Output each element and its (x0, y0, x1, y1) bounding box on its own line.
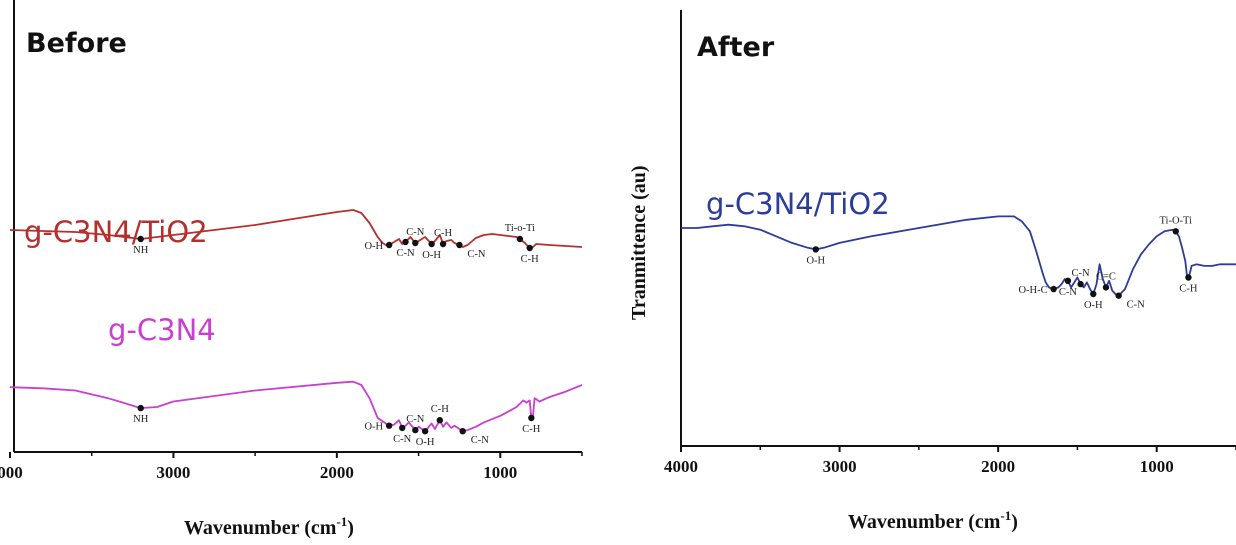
peak-marker (412, 239, 419, 247)
peak-label: O-H (806, 255, 825, 266)
peak-label: NH (133, 414, 149, 425)
panel-title: Before (26, 28, 127, 59)
peak-marker (1102, 284, 1110, 291)
peak-marker (412, 426, 419, 434)
y-axis-label: Tranmittence (au) (628, 165, 650, 320)
x-tick-label: 3000 (823, 457, 857, 476)
x-ticks: 4000 3000 2000 1000 (664, 446, 1236, 476)
x-tick-label: 000 (0, 463, 23, 482)
peak-annotations: O-H O-H-C C-N C-N O-H C=C C-N Ti-O-Ti C-H (806, 215, 1197, 311)
peak-marker (385, 241, 393, 249)
peak-marker (516, 235, 524, 243)
peak-marker (385, 422, 393, 429)
peak-label: Ti-o-Ti (505, 223, 535, 234)
x-tick-label: 4000 (664, 457, 698, 476)
peak-label: C=C (1096, 271, 1116, 282)
series-lines (681, 215, 1236, 297)
peak-marker (428, 240, 435, 248)
peak-label: Ti-O-Ti (1159, 215, 1192, 226)
peak-label: O-H (422, 250, 441, 261)
x-axis-label: Wavenumber (cm-1) (184, 514, 354, 539)
x-tick-label: 2000 (320, 463, 354, 482)
peak-marker (399, 424, 406, 432)
peak-label: C-N (467, 249, 486, 260)
peak-marker (528, 414, 535, 422)
peak-label: O-H (416, 437, 435, 448)
peak-label: C-N (396, 248, 415, 259)
peak-marker (436, 417, 444, 424)
peak-annotations: NH O-H C-N C-N O-H C-H C-N Ti-o-Ti C-H NH O-H C-N C-… (133, 223, 541, 448)
panel-title: After (697, 32, 775, 63)
x-tick-label: 1000 (483, 463, 517, 482)
peak-label: C-N (406, 227, 425, 238)
series-line (681, 215, 1236, 297)
peak-label: C-N (1059, 287, 1078, 298)
peak-marker (1115, 292, 1122, 299)
series-label-g-c3n4-tio2: g-C3N4/TiO2 (706, 187, 890, 221)
peak-marker (1077, 280, 1084, 288)
peak-marker (1172, 228, 1179, 235)
peak-marker (459, 428, 466, 435)
peak-marker (137, 404, 144, 412)
peak-label: C-N (393, 434, 412, 445)
peak-label: O-H (364, 241, 383, 252)
peak-marker (526, 244, 533, 252)
peak-label: C-H (431, 404, 450, 415)
x-axis-label: Wavenumber (cm-1) (848, 508, 1018, 533)
peak-label: C-H (522, 424, 541, 435)
peak-marker (1064, 277, 1072, 284)
peak-label: C-N (471, 435, 490, 446)
x-ticks: 000 3000 2000 1000 (0, 452, 583, 482)
peak-label: C-H (434, 228, 453, 239)
peak-label: NH (133, 245, 149, 256)
peak-label: O-H (364, 422, 383, 433)
peak-marker (402, 238, 409, 246)
peak-label: C-N (406, 414, 425, 425)
series-line (9, 380, 583, 433)
peak-marker (812, 246, 819, 253)
peak-marker (421, 428, 429, 435)
peak-marker (137, 235, 144, 243)
x-tick-label: 1000 (1140, 457, 1174, 476)
x-tick-label: 3000 (156, 463, 190, 482)
x-tick-label: 2000 (981, 457, 1015, 476)
peak-marker (1185, 274, 1192, 281)
peak-label: C-N (1127, 300, 1146, 311)
series-label-g-c3n4: g-C3N4 (108, 313, 216, 347)
peak-label: O-H-C (1018, 285, 1047, 296)
peak-label: C-N (1072, 268, 1091, 279)
peak-marker (439, 240, 447, 248)
before-panel: 000 3000 2000 1000 NH O-H C-N C-N O-H C-H C-N Ti-o… (0, 0, 583, 539)
peak-label: C-H (1179, 284, 1198, 295)
peak-label: O-H (1084, 300, 1103, 311)
peak-marker (1050, 285, 1057, 293)
peak-marker (1090, 290, 1097, 298)
peak-marker (456, 241, 463, 249)
after-panel: 4000 3000 2000 1000 O-H O-H-C C-N C-N O-H C=C C-N… (628, 10, 1236, 533)
peak-label: C-H (521, 254, 540, 265)
series-label-g-c3n4-tio2: g-C3N4/TiO2 (24, 215, 208, 249)
